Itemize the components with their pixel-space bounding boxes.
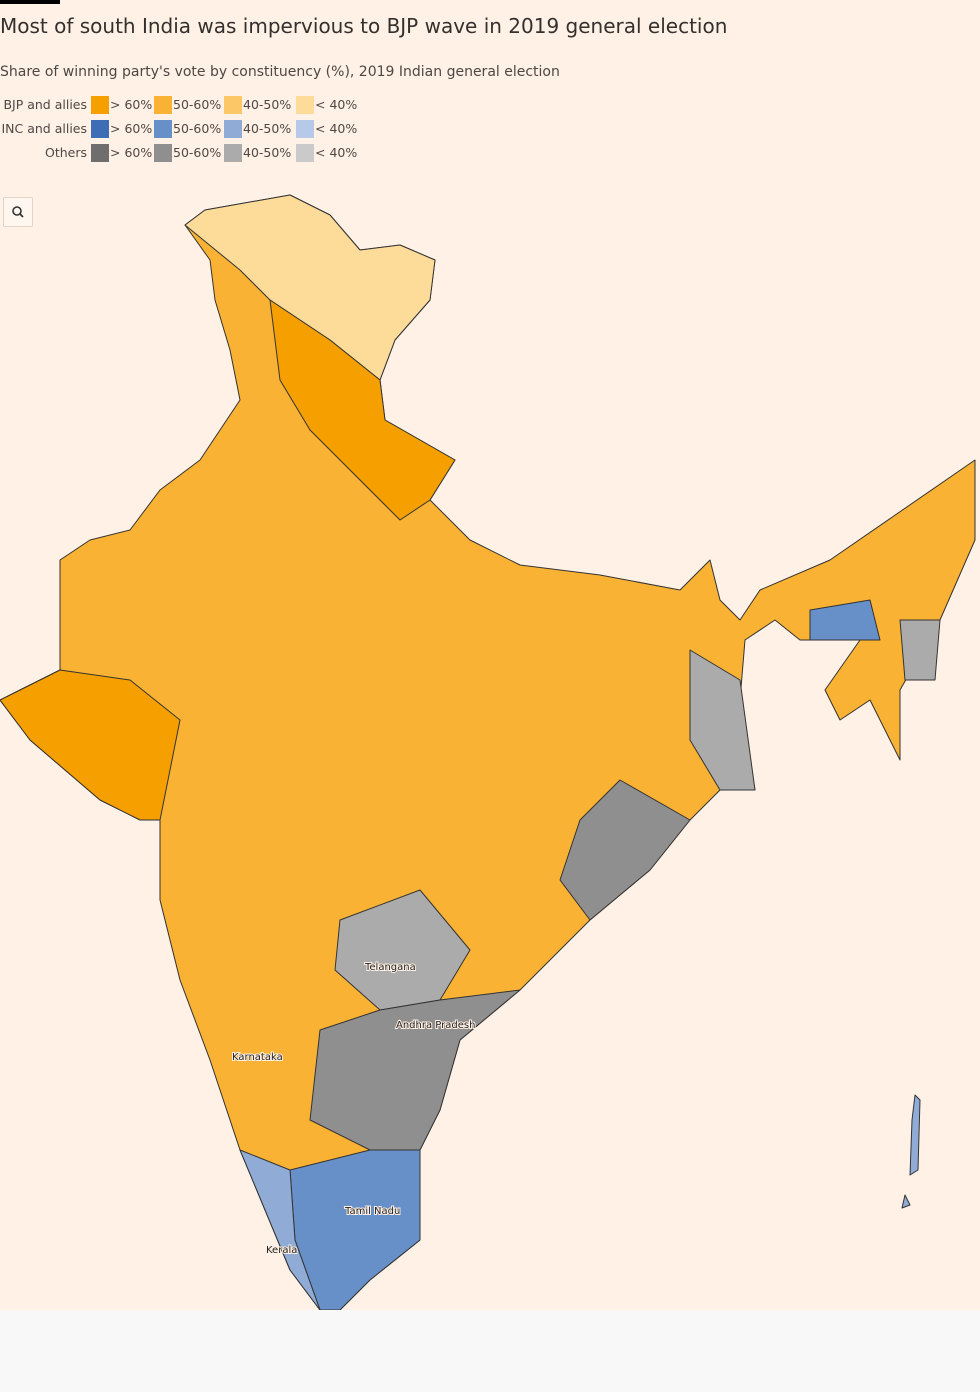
legend-swatch xyxy=(154,144,172,162)
brand-bar xyxy=(0,0,60,4)
legend-row: INC and allies > 60% 50-60% 40-50% < 40% xyxy=(0,119,400,143)
legend-swatch xyxy=(91,96,109,114)
legend-bin-label: < 40% xyxy=(315,145,358,160)
legend-group-name: Others xyxy=(44,145,87,160)
region-west-bengal xyxy=(689,649,756,791)
legend-row: Others > 60% 50-60% 40-50% < 40% xyxy=(0,143,400,167)
map: Telangana Andhra Pradesh Karnataka Tamil… xyxy=(0,194,976,1310)
legend-row: BJP and allies > 60% 50-60% 40-50% < 40% xyxy=(0,95,400,119)
search-button[interactable] xyxy=(3,197,33,227)
legend-group-name: BJP and allies xyxy=(3,97,87,112)
region-kerala xyxy=(239,1149,321,1310)
region-north xyxy=(269,299,456,521)
legend-swatch xyxy=(91,120,109,138)
region-northeast xyxy=(809,599,881,641)
legend: BJP and allies > 60% 50-60% 40-50% < 40% INC … xyxy=(0,95,400,167)
legend-swatch xyxy=(296,144,314,162)
legend-bin-label: 50-60% xyxy=(173,97,222,112)
state-label: Andhra Pradesh xyxy=(396,1020,475,1031)
region-kashmir xyxy=(184,194,436,381)
islands xyxy=(901,1094,921,1209)
legend-swatch xyxy=(296,120,314,138)
legend-swatch xyxy=(91,144,109,162)
legend-bin-label: 50-60% xyxy=(173,145,222,160)
legend-bin-label: < 40% xyxy=(315,97,358,112)
legend-bin-label: > 60% xyxy=(110,97,153,112)
legend-bin-label: 40-50% xyxy=(243,145,292,160)
legend-bin-label: 40-50% xyxy=(243,121,292,136)
legend-swatch xyxy=(224,144,242,162)
legend-swatch xyxy=(224,96,242,114)
title: Most of south India was impervious to BJ… xyxy=(0,14,728,38)
state-label: Karnataka xyxy=(232,1052,283,1063)
legend-bin-label: > 60% xyxy=(110,121,153,136)
region-manipur xyxy=(899,619,941,681)
state-label: Telangana xyxy=(364,962,416,973)
legend-swatch xyxy=(154,120,172,138)
legend-swatch xyxy=(224,120,242,138)
region-odisha xyxy=(559,779,691,921)
state-label: Kerala xyxy=(266,1245,297,1256)
legend-group-name: INC and allies xyxy=(1,121,87,136)
legend-swatch xyxy=(296,96,314,114)
subtitle: Share of winning party's vote by constit… xyxy=(0,64,560,80)
legend-bin-label: < 40% xyxy=(315,121,358,136)
legend-bin-label: 50-60% xyxy=(173,121,222,136)
search-icon xyxy=(12,206,24,218)
legend-bin-label: 40-50% xyxy=(243,97,292,112)
state-label: Tamil Nadu xyxy=(344,1206,400,1217)
legend-bin-label: > 60% xyxy=(110,145,153,160)
legend-swatch xyxy=(154,96,172,114)
region-gujarat xyxy=(0,669,181,821)
